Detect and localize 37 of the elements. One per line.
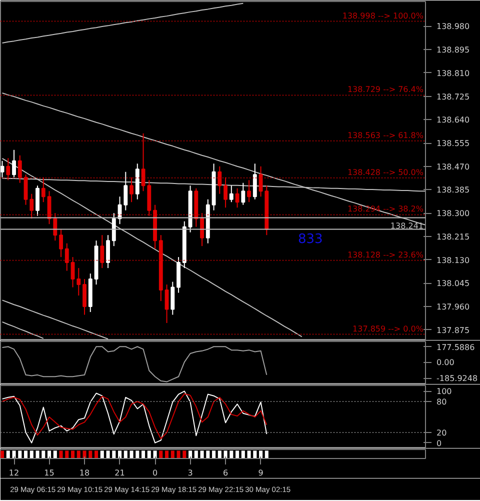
y-tick-label: 138.385 [436, 186, 470, 195]
y-tick-label: 138.725 [436, 92, 470, 102]
y-tick-label: 138.300 [436, 209, 470, 218]
x-tick-label: 6 [222, 468, 228, 478]
y-tick-label: 20 [436, 428, 447, 438]
y-tick-label: 80 [436, 398, 447, 407]
ref-line-label: 138.428 --> 50.0% [347, 168, 424, 177]
y-tick-label: 100 [436, 387, 452, 396]
y-tick-label: 138.045 [436, 279, 470, 288]
y-tick-label: 0.00 [436, 358, 454, 368]
y-tick-label: 138.640 [436, 116, 470, 125]
y-tick-label: 177.5886 [436, 342, 475, 352]
x-tick-label: 21 [114, 468, 125, 478]
y-tick-label: 138.980 [436, 22, 470, 32]
y-tick-label: 137.875 [436, 326, 470, 335]
x-tick-label: 9 [258, 468, 264, 478]
y-tick-label: -185.9248 [436, 374, 478, 384]
ref-line-label: 138.998 --> 100.0% [342, 11, 424, 20]
y-tick-label: 138.130 [436, 256, 470, 265]
x-tick-label: 3 [188, 468, 193, 478]
annotation: 833 [298, 232, 323, 248]
ref-line-label: 138.128 --> 23.6% [347, 250, 424, 260]
x-tick-label: 18 [79, 468, 90, 478]
ref-line-label: 138.241 [390, 221, 424, 230]
y-tick-label: 137.960 [436, 302, 470, 312]
ref-line-label: 137.859 --> 0.0% [352, 324, 424, 334]
x-tick-label: 15 [44, 468, 54, 478]
y-tick-label: 138.215 [436, 232, 470, 242]
y-tick-label: 138.895 [436, 46, 470, 55]
ref-line-label: 138.563 --> 61.8% [347, 130, 424, 140]
y-tick-label: 138.555 [436, 139, 470, 148]
x-tick-label: 12 [8, 468, 20, 478]
ref-line-label: 138.729 --> 76.4% [347, 85, 424, 94]
y-tick-label: 138.810 [436, 68, 470, 78]
x-tick-label: 0 [152, 468, 158, 478]
y-tick-label: 0 [436, 438, 442, 448]
y-tick-label: 138.470 [436, 162, 470, 172]
